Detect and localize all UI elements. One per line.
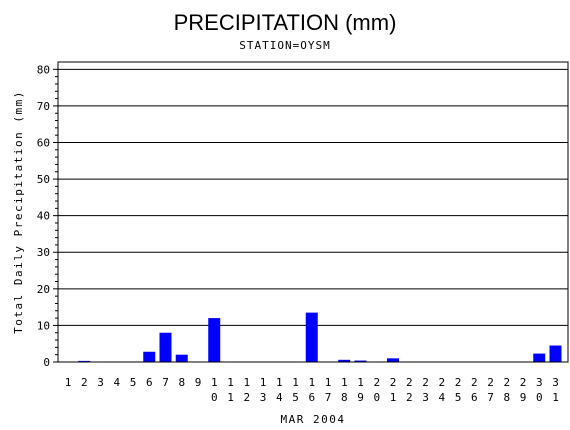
bar-day-7 bbox=[159, 332, 172, 362]
gridlines bbox=[58, 68, 568, 326]
x-tick-label: 4 bbox=[113, 376, 120, 389]
x-tick-label: 8 bbox=[178, 376, 185, 389]
x-tick-label: 2 bbox=[471, 376, 478, 389]
bar-day-16 bbox=[305, 312, 318, 362]
x-tick-label: 3 bbox=[422, 391, 429, 404]
bar-day-30 bbox=[533, 353, 546, 362]
x-axis-ticks: 1 2 3 4 5 6 7 8 9 1011121314151617181920212223242… bbox=[65, 376, 559, 404]
x-tick-label: 2 bbox=[390, 376, 397, 389]
x-tick-label: 1 bbox=[276, 376, 283, 389]
x-tick-label: 3 bbox=[97, 376, 104, 389]
y-tick-label: 80 bbox=[37, 63, 50, 76]
x-tick-label: 1 bbox=[211, 376, 218, 389]
x-tick-label: 9 bbox=[357, 391, 364, 404]
x-tick-label: 1 bbox=[357, 376, 364, 389]
x-tick-label: 2 bbox=[406, 391, 413, 404]
x-tick-label: 0 bbox=[211, 391, 218, 404]
x-tick-label: 1 bbox=[243, 376, 250, 389]
x-tick-label: 6 bbox=[308, 391, 315, 404]
x-tick-label: 3 bbox=[536, 376, 543, 389]
x-tick-label: 5 bbox=[292, 391, 299, 404]
x-tick-label: 7 bbox=[162, 376, 169, 389]
x-axis-label: MAR 2004 bbox=[281, 413, 346, 426]
y-tick-label: 0 bbox=[43, 356, 50, 369]
bar-day-18 bbox=[338, 359, 351, 362]
y-axis-ticks: 0 10 20 30 40 50 60 70 80 bbox=[37, 63, 58, 369]
x-tick-label: 2 bbox=[373, 376, 380, 389]
y-tick-label: 20 bbox=[37, 283, 50, 296]
y-tick-label: 30 bbox=[37, 246, 50, 259]
x-tick-label: 6 bbox=[146, 376, 153, 389]
x-tick-label: 2 bbox=[438, 376, 445, 389]
x-tick-label: 1 bbox=[260, 376, 267, 389]
plot-frame bbox=[57, 61, 569, 363]
x-tick-label: 1 bbox=[390, 391, 397, 404]
x-tick-label: 2 bbox=[243, 391, 250, 404]
x-tick-label: 0 bbox=[373, 391, 380, 404]
bar-day-19 bbox=[354, 360, 367, 362]
x-tick-label: 2 bbox=[81, 376, 88, 389]
x-tick-label: 7 bbox=[487, 391, 494, 404]
y-tick-label: 60 bbox=[37, 136, 50, 149]
chart-subtitle: STATION=OYSM bbox=[239, 39, 330, 52]
x-tick-label: 6 bbox=[471, 391, 478, 404]
x-tick-label: 5 bbox=[455, 391, 462, 404]
bar-day-10 bbox=[208, 318, 221, 362]
x-tick-label: 8 bbox=[503, 391, 510, 404]
x-tick-label: 9 bbox=[195, 376, 202, 389]
x-tick-label: 2 bbox=[406, 376, 413, 389]
y-tick-label: 40 bbox=[37, 210, 50, 223]
y-axis-label: Total Daily Precipitation (mm) bbox=[12, 90, 25, 334]
x-tick-label: 1 bbox=[552, 391, 559, 404]
bar-day-2 bbox=[78, 360, 91, 362]
bar-day-6 bbox=[143, 351, 156, 362]
y-tick-label: 10 bbox=[37, 319, 50, 332]
bar-day-21 bbox=[387, 358, 399, 362]
bars bbox=[78, 312, 562, 362]
x-tick-label: 5 bbox=[130, 376, 137, 389]
bar-day-8 bbox=[175, 354, 188, 362]
y-tick-label: 50 bbox=[37, 173, 50, 186]
x-tick-label: 3 bbox=[552, 376, 559, 389]
y-tick-label: 70 bbox=[37, 100, 50, 113]
x-tick-label: 1 bbox=[341, 376, 348, 389]
x-tick-label: 1 bbox=[227, 376, 234, 389]
x-tick-label: 2 bbox=[455, 376, 462, 389]
x-tick-label: 4 bbox=[438, 391, 445, 404]
x-tick-label: 2 bbox=[520, 376, 527, 389]
x-tick-label: 1 bbox=[325, 376, 332, 389]
x-tick-label: 8 bbox=[341, 391, 348, 404]
x-tick-label: 0 bbox=[536, 391, 543, 404]
x-tick-label: 1 bbox=[292, 376, 299, 389]
x-tick-label: 2 bbox=[487, 376, 494, 389]
x-tick-label: 9 bbox=[520, 391, 527, 404]
x-tick-label: 1 bbox=[65, 376, 72, 389]
x-tick-label: 7 bbox=[325, 391, 332, 404]
bar-day-31 bbox=[549, 345, 562, 362]
x-tick-label: 2 bbox=[422, 376, 429, 389]
x-tick-label: 1 bbox=[308, 376, 315, 389]
x-tick-label: 3 bbox=[260, 391, 267, 404]
chart-title: PRECIPITATION (mm) bbox=[174, 10, 397, 35]
x-tick-label: 4 bbox=[276, 391, 283, 404]
x-tick-label: 2 bbox=[503, 376, 510, 389]
x-tick-label: 1 bbox=[227, 391, 234, 404]
